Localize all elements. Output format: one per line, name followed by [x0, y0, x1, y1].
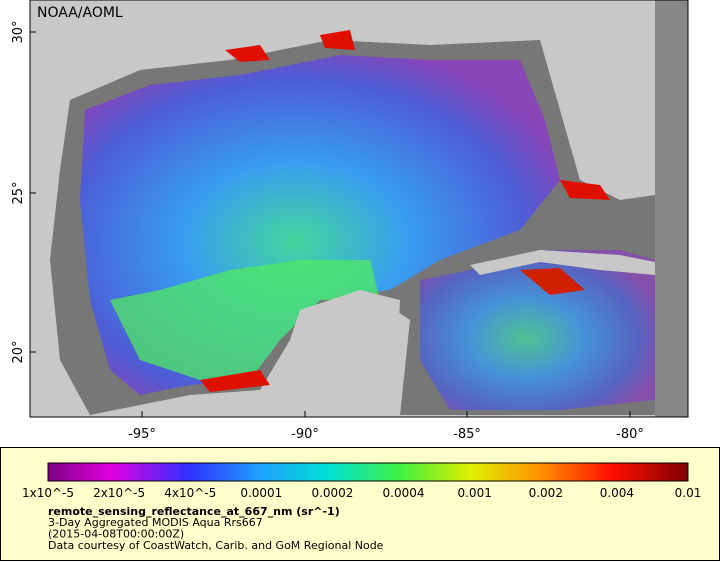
legend-line: Data courtesy of CoastWatch, Carib. and … — [48, 539, 384, 552]
legend-lines: 3-Day Aggregated MODIS Aqua Rrs667(2015-… — [48, 516, 384, 552]
lon-axis: -95° -90° -85° -80° — [128, 411, 644, 442]
colorbar-label: 0.0004 — [383, 486, 425, 500]
credit: NOAA/AOML — [37, 5, 123, 21]
data-coverage — [110, 260, 380, 380]
colorbar-label: 4x10^-5 — [164, 486, 216, 500]
colorbar-label: 0.002 — [529, 486, 563, 500]
land — [590, 10, 655, 190]
legend-line: (2015-04-08T00:00:00Z) — [48, 528, 184, 541]
lon-label: -95° — [128, 427, 156, 442]
lon-label: -90° — [291, 427, 319, 442]
colorbar-label: 1x10^-5 — [22, 486, 74, 500]
lon-label: -85° — [453, 427, 481, 442]
lat-label: 30° — [11, 20, 26, 43]
land — [290, 290, 400, 415]
lat-label: 20° — [11, 340, 26, 363]
data-coverage — [420, 250, 655, 410]
land — [470, 250, 655, 275]
ocean — [655, 0, 688, 417]
colorbar-label: 0.0002 — [311, 486, 353, 500]
colorbar-label: 2x10^-5 — [93, 486, 145, 500]
variable-name: remote_sensing_reflectance_at_667_nm (sr… — [48, 505, 340, 518]
map-border — [29, 0, 689, 418]
lon-label: -80° — [616, 427, 644, 442]
colorbar-label: 0.0001 — [240, 486, 282, 500]
high-values — [520, 268, 585, 295]
colorbar-label: 0.01 — [675, 486, 702, 500]
lat-axis: 30° 25° 20° — [11, 20, 36, 364]
colorbar-labels: 1x10^-5 2x10^-5 4x10^-5 0.0001 0.0002 0.0004 0… — [22, 486, 701, 500]
colorbar — [47, 462, 689, 482]
colorbar-label: 0.004 — [600, 486, 634, 500]
legend-line: 3-Day Aggregated MODIS Aqua Rrs667 — [48, 516, 263, 529]
lat-label: 25° — [11, 181, 26, 204]
colorbar-label: 0.001 — [457, 486, 491, 500]
